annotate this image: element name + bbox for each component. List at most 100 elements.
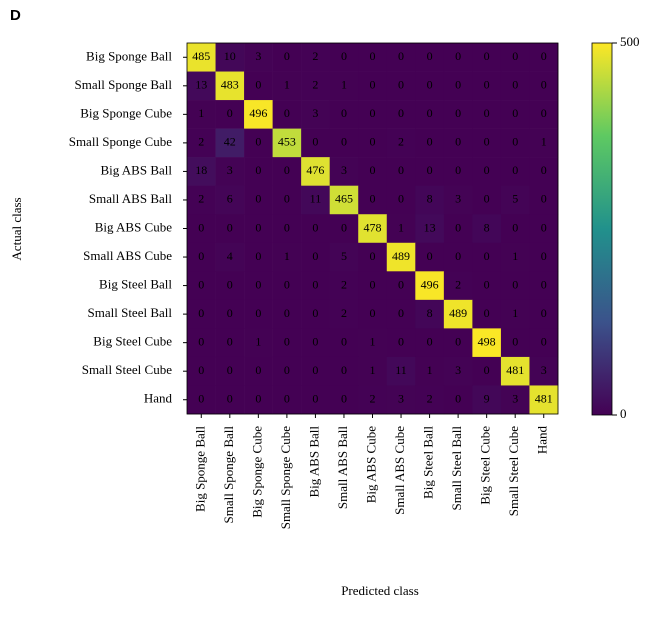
cell xyxy=(301,71,330,101)
cell-label: 489 xyxy=(392,249,410,263)
cell xyxy=(329,214,359,244)
cell-label: 0 xyxy=(312,391,318,405)
cell xyxy=(301,100,330,129)
cell-label: 0 xyxy=(284,391,290,405)
cell-label: 0 xyxy=(484,249,490,263)
cell xyxy=(329,71,359,101)
cell-label: 0 xyxy=(255,391,261,405)
cell-label: 0 xyxy=(370,49,376,63)
cell xyxy=(215,299,245,329)
cell-label: 0 xyxy=(541,220,547,234)
cell xyxy=(244,271,273,301)
x-tick-label: Big Steel Ball xyxy=(421,426,436,499)
cell xyxy=(386,385,416,415)
cell xyxy=(244,214,273,244)
cell-label: 0 xyxy=(370,192,376,206)
cell-label: 0 xyxy=(312,306,318,320)
cell xyxy=(272,128,302,158)
cell-label: 0 xyxy=(512,334,518,348)
cell xyxy=(415,71,445,101)
cell xyxy=(187,385,216,415)
cell-label: 0 xyxy=(484,163,490,177)
cell xyxy=(500,271,530,301)
cell xyxy=(415,356,445,386)
cell-label: 0 xyxy=(370,277,376,291)
cell-label: 0 xyxy=(398,49,404,63)
y-tick-label: Hand xyxy=(144,391,173,406)
cell xyxy=(301,356,330,386)
cell xyxy=(386,71,416,101)
cell-label: 0 xyxy=(398,306,404,320)
cell-label: 0 xyxy=(455,163,461,177)
cell xyxy=(358,271,388,301)
cell-label: 3 xyxy=(541,363,547,377)
cell xyxy=(272,185,302,215)
cell xyxy=(443,43,473,72)
cell-label: 2 xyxy=(312,78,318,92)
cell xyxy=(272,356,302,386)
cell-label: 4 xyxy=(227,249,233,263)
cell xyxy=(215,356,245,386)
cell xyxy=(329,299,359,329)
cell-label: 2 xyxy=(341,277,347,291)
cell-label: 481 xyxy=(535,391,553,405)
y-tick-label: Big ABS Ball xyxy=(100,162,172,177)
cell-label: 0 xyxy=(455,220,461,234)
cell-label: 0 xyxy=(455,49,461,63)
x-tick-label: Small ABS Cube xyxy=(392,426,407,515)
cell-label: 0 xyxy=(312,249,318,263)
cell-label: 0 xyxy=(255,363,261,377)
cell-label: 1 xyxy=(512,249,518,263)
cell xyxy=(529,356,559,386)
cell xyxy=(358,328,388,358)
y-tick-label: Small Steel Ball xyxy=(88,305,173,320)
cell xyxy=(244,185,273,215)
cell-label: 0 xyxy=(484,49,490,63)
cell xyxy=(500,43,530,72)
cell xyxy=(472,128,502,158)
cell xyxy=(244,71,273,101)
x-tick-label: Big Steel Cube xyxy=(478,426,493,505)
cell xyxy=(272,271,302,301)
cell-label: 0 xyxy=(541,106,547,120)
cell xyxy=(301,385,330,415)
cell xyxy=(500,328,530,358)
cell-label: 0 xyxy=(541,49,547,63)
cell-label: 13 xyxy=(424,220,436,234)
cell-label: 0 xyxy=(427,49,433,63)
cell xyxy=(244,100,273,129)
cell-label: 496 xyxy=(249,106,267,120)
cell xyxy=(529,328,559,358)
cell-label: 6 xyxy=(227,192,233,206)
cell-label: 0 xyxy=(512,135,518,149)
cell-label: 18 xyxy=(195,163,207,177)
cell-label: 0 xyxy=(484,78,490,92)
cell-label: 8 xyxy=(484,220,490,234)
cell-label: 0 xyxy=(541,78,547,92)
cell-label: 1 xyxy=(370,363,376,377)
cell xyxy=(529,271,559,301)
cell xyxy=(415,128,445,158)
y-tick-label: Small ABS Cube xyxy=(83,248,172,263)
cell xyxy=(500,356,530,386)
y-tick-label: Big ABS Cube xyxy=(95,219,173,234)
cell-label: 3 xyxy=(398,391,404,405)
cell xyxy=(529,128,559,158)
cell-label: 0 xyxy=(512,78,518,92)
cell-label: 0 xyxy=(455,334,461,348)
cell xyxy=(500,385,530,415)
cell xyxy=(472,100,502,129)
cell xyxy=(358,299,388,329)
cell xyxy=(187,43,216,72)
x-tick-label: Small Sponge Ball xyxy=(221,426,236,524)
cell-label: 0 xyxy=(370,106,376,120)
cell-label: 0 xyxy=(512,163,518,177)
cell-label: 3 xyxy=(455,363,461,377)
x-tick-label: Big ABS Ball xyxy=(306,426,321,498)
cell xyxy=(215,185,245,215)
cell xyxy=(329,185,359,215)
cell xyxy=(443,214,473,244)
x-tick-label: Small Sponge Cube xyxy=(278,426,293,530)
cell-label: 0 xyxy=(427,249,433,263)
cell-label: 0 xyxy=(284,277,290,291)
